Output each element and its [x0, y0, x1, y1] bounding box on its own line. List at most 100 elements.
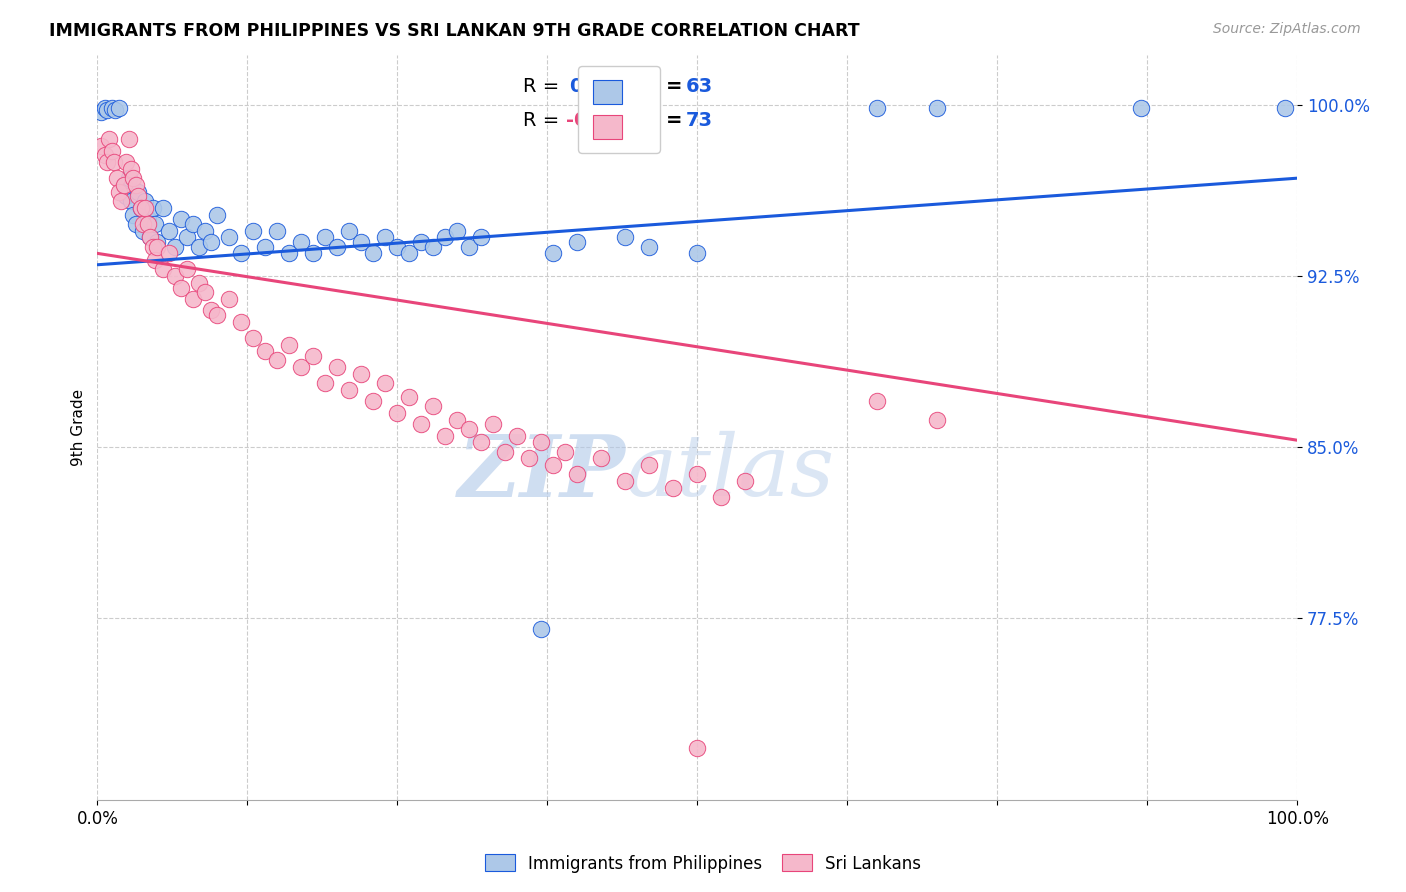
- Point: [302, 246, 325, 260]
- Point: [446, 224, 468, 238]
- Point: [100, 101, 122, 115]
- Point: [398, 390, 420, 404]
- Point: [543, 458, 565, 473]
- Point: [506, 428, 529, 442]
- Point: [183, 292, 205, 306]
- Point: [530, 623, 553, 637]
- Point: [136, 212, 159, 227]
- Text: atlas: atlas: [626, 431, 834, 514]
- Point: [146, 235, 169, 249]
- Point: [567, 467, 589, 482]
- Point: [686, 246, 709, 260]
- Point: [96, 103, 118, 117]
- Point: [530, 435, 553, 450]
- Point: [363, 394, 385, 409]
- Point: [350, 235, 373, 249]
- Point: [266, 224, 288, 238]
- Text: N =: N =: [644, 78, 689, 96]
- Point: [146, 239, 169, 253]
- Point: [98, 132, 121, 146]
- Point: [139, 230, 162, 244]
- Point: [374, 230, 396, 244]
- Text: R =: R =: [523, 78, 565, 96]
- Point: [411, 417, 433, 432]
- Point: [152, 201, 174, 215]
- Point: [112, 178, 135, 192]
- Point: [434, 230, 457, 244]
- Legend:   ,   : ,: [578, 65, 661, 153]
- Point: [207, 308, 229, 322]
- Point: [278, 246, 301, 260]
- Point: [927, 413, 949, 427]
- Point: [662, 481, 685, 495]
- Point: [125, 178, 148, 192]
- Point: [231, 315, 253, 329]
- Text: ZIP: ZIP: [457, 431, 626, 514]
- Point: [387, 239, 409, 253]
- Point: [122, 171, 145, 186]
- Point: [326, 360, 349, 375]
- Point: [194, 224, 217, 238]
- Point: [120, 194, 142, 208]
- Point: [100, 144, 122, 158]
- Point: [434, 428, 457, 442]
- Point: [218, 292, 240, 306]
- Point: [127, 185, 149, 199]
- Point: [866, 394, 889, 409]
- Point: [266, 353, 288, 368]
- Point: [194, 285, 217, 299]
- Point: [127, 189, 149, 203]
- Point: [422, 239, 444, 253]
- Point: [117, 132, 139, 146]
- Point: [254, 239, 277, 253]
- Point: [494, 444, 516, 458]
- Point: [103, 155, 125, 169]
- Point: [337, 224, 360, 238]
- Text: 73: 73: [685, 111, 713, 130]
- Point: [115, 189, 138, 203]
- Point: [686, 740, 709, 755]
- Point: [132, 217, 155, 231]
- Point: [314, 230, 336, 244]
- Text: N =: N =: [644, 111, 689, 130]
- Point: [927, 101, 949, 115]
- Point: [302, 349, 325, 363]
- Point: [132, 224, 155, 238]
- Point: [157, 246, 180, 260]
- Point: [363, 246, 385, 260]
- Point: [866, 101, 889, 115]
- Point: [470, 230, 492, 244]
- Point: [152, 262, 174, 277]
- Point: [110, 194, 132, 208]
- Point: [129, 201, 152, 215]
- Point: [105, 171, 128, 186]
- Point: [157, 224, 180, 238]
- Text: Source: ZipAtlas.com: Source: ZipAtlas.com: [1213, 22, 1361, 37]
- Point: [290, 235, 312, 249]
- Point: [117, 171, 139, 186]
- Text: -0.136: -0.136: [567, 111, 636, 130]
- Point: [165, 239, 187, 253]
- Point: [141, 201, 163, 215]
- Point: [136, 217, 159, 231]
- Point: [1274, 101, 1296, 115]
- Point: [231, 246, 253, 260]
- Point: [337, 383, 360, 397]
- Point: [125, 217, 148, 231]
- Point: [108, 101, 131, 115]
- Point: [141, 239, 163, 253]
- Point: [638, 239, 661, 253]
- Point: [122, 208, 145, 222]
- Point: [200, 235, 222, 249]
- Point: [326, 239, 349, 253]
- Point: [446, 413, 468, 427]
- Point: [254, 344, 277, 359]
- Point: [290, 360, 312, 375]
- Point: [422, 399, 444, 413]
- Point: [398, 246, 420, 260]
- Point: [104, 103, 127, 117]
- Point: [350, 367, 373, 381]
- Point: [120, 162, 142, 177]
- Point: [115, 155, 138, 169]
- Point: [710, 490, 733, 504]
